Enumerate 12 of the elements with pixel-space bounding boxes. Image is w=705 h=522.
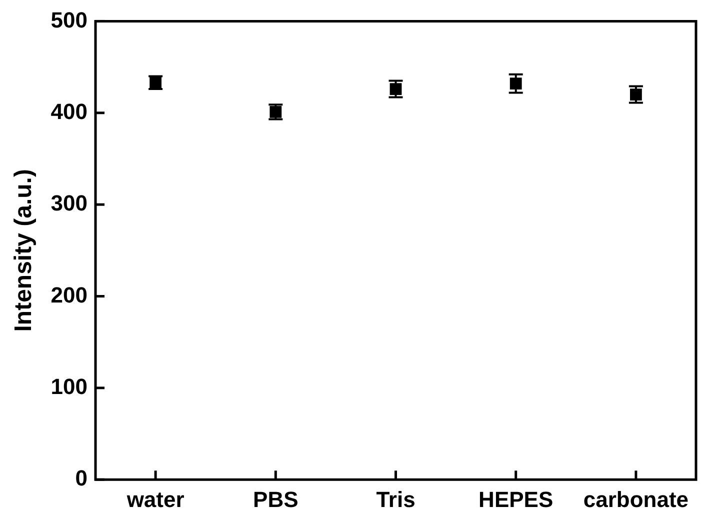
y-axis-title: Intensity (a.u.) bbox=[10, 169, 38, 332]
x-tick-label: PBS bbox=[253, 486, 298, 512]
x-tick-label: water bbox=[126, 486, 185, 512]
x-tick-label: Tris bbox=[376, 486, 416, 512]
y-tick-label: 300 bbox=[50, 190, 88, 216]
y-tick-label: 0 bbox=[75, 466, 88, 491]
x-tick-label: HEPES bbox=[478, 486, 554, 512]
x-tick-label: carbonate bbox=[583, 486, 689, 512]
y-tick-label: 500 bbox=[50, 7, 88, 32]
y-tick-label: 100 bbox=[50, 374, 88, 399]
y-tick-label: 400 bbox=[50, 98, 88, 124]
y-tick-label: 200 bbox=[50, 282, 88, 308]
